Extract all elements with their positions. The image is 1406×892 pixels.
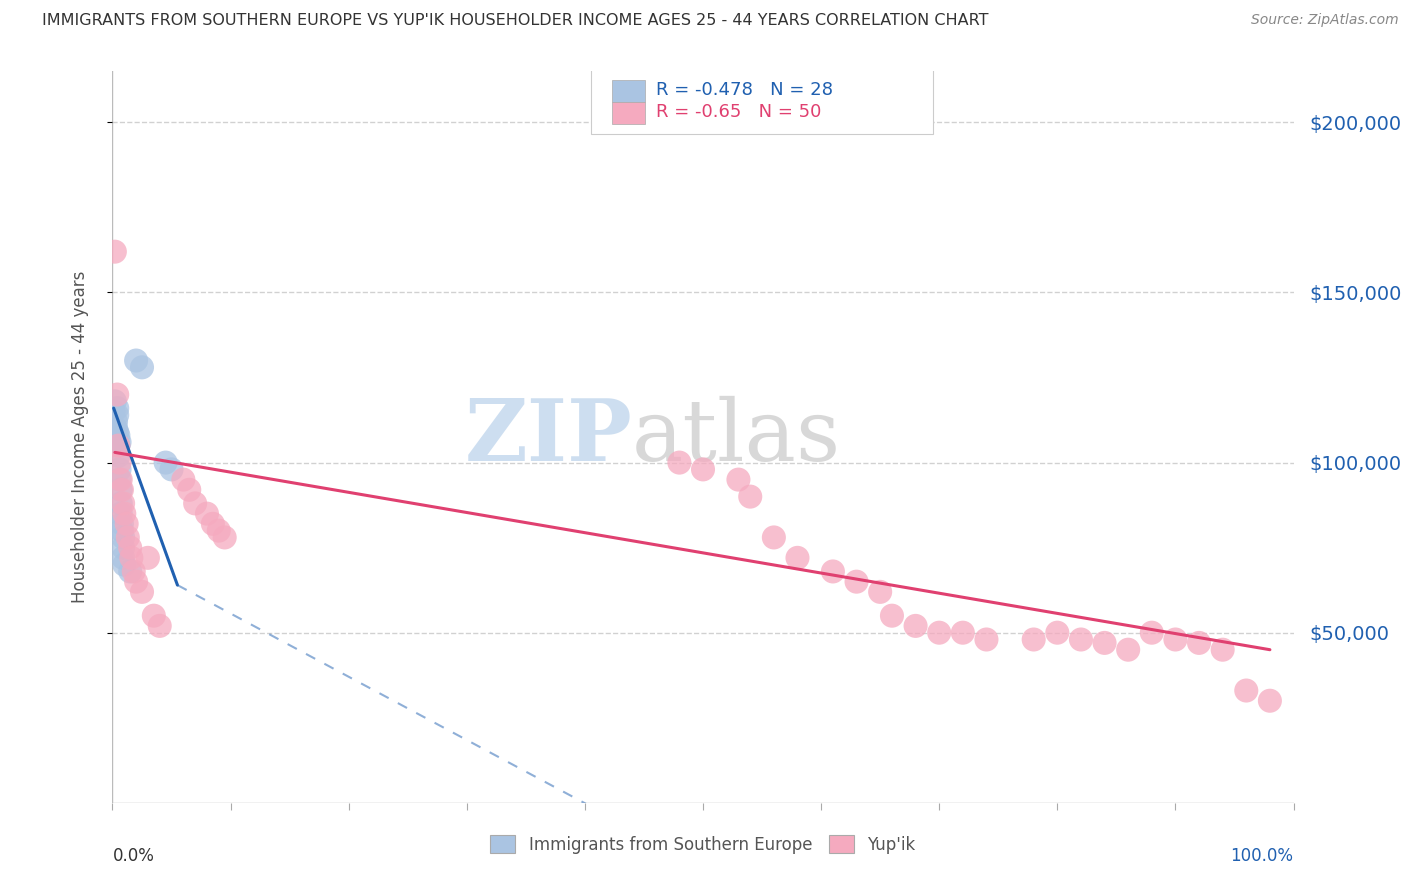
Point	[112, 558, 135, 572]
Point	[105, 421, 128, 435]
Point	[125, 353, 148, 368]
Bar	[612, 80, 645, 102]
Text: R = -0.65   N = 50: R = -0.65 N = 50	[655, 103, 821, 120]
Point	[131, 360, 153, 375]
Point	[111, 524, 134, 538]
Y-axis label: Householder Income Ages 25 - 44 years: Householder Income Ages 25 - 44 years	[70, 271, 89, 603]
Point	[111, 516, 134, 531]
Point	[762, 531, 785, 545]
Point	[928, 625, 950, 640]
Point	[112, 550, 135, 565]
Point	[1188, 636, 1211, 650]
Point	[214, 531, 236, 545]
Point	[108, 435, 131, 450]
Point	[201, 516, 224, 531]
Point	[1022, 632, 1045, 647]
Point	[105, 408, 128, 422]
Point	[107, 449, 129, 463]
Point	[149, 619, 172, 633]
Point	[208, 524, 231, 538]
Point	[952, 625, 974, 640]
Point	[115, 516, 138, 531]
Point	[104, 394, 127, 409]
FancyBboxPatch shape	[591, 64, 934, 134]
Point	[821, 565, 844, 579]
Point	[845, 574, 868, 589]
Point	[1094, 636, 1116, 650]
Point	[904, 619, 927, 633]
Point	[786, 550, 808, 565]
Text: R = -0.478   N = 28: R = -0.478 N = 28	[655, 80, 832, 99]
Point	[1258, 694, 1281, 708]
Point	[880, 608, 903, 623]
Text: 100.0%: 100.0%	[1230, 847, 1294, 864]
Point	[112, 541, 135, 555]
Text: IMMIGRANTS FROM SOUTHERN EUROPE VS YUP'IK HOUSEHOLDER INCOME AGES 25 - 44 YEARS : IMMIGRANTS FROM SOUTHERN EUROPE VS YUP'I…	[42, 13, 988, 29]
Point	[125, 574, 148, 589]
Point	[107, 439, 129, 453]
Point	[136, 550, 159, 565]
Point	[107, 439, 129, 453]
Text: 0.0%: 0.0%	[112, 847, 155, 864]
Point	[112, 507, 135, 521]
Point	[869, 585, 891, 599]
Point	[105, 401, 128, 416]
Legend: Immigrants from Southern Europe, Yup'ik: Immigrants from Southern Europe, Yup'ik	[484, 829, 922, 860]
Point	[1046, 625, 1069, 640]
Point	[668, 456, 690, 470]
Point	[112, 531, 135, 545]
Point	[142, 608, 165, 623]
Point	[727, 473, 749, 487]
Point	[120, 565, 142, 579]
Point	[692, 462, 714, 476]
Point	[105, 387, 128, 401]
Point	[110, 496, 132, 510]
Point	[104, 428, 127, 442]
Point	[117, 531, 139, 545]
Point	[108, 473, 131, 487]
Point	[172, 473, 194, 487]
Bar	[612, 102, 645, 124]
Point	[120, 541, 142, 555]
Point	[131, 585, 153, 599]
Point	[155, 456, 177, 470]
Point	[1070, 632, 1092, 647]
Text: Source: ZipAtlas.com: Source: ZipAtlas.com	[1251, 13, 1399, 28]
Point	[112, 496, 135, 510]
Point	[184, 496, 207, 510]
Point	[122, 565, 145, 579]
Point	[1164, 632, 1187, 647]
Point	[1234, 683, 1257, 698]
Point	[1140, 625, 1163, 640]
Point	[110, 473, 132, 487]
Point	[107, 428, 129, 442]
Point	[111, 483, 134, 497]
Text: ZIP: ZIP	[464, 395, 633, 479]
Point	[103, 404, 125, 418]
Point	[195, 507, 218, 521]
Point	[110, 483, 132, 497]
Point	[105, 425, 128, 439]
Point	[108, 456, 131, 470]
Point	[108, 462, 131, 476]
Point	[740, 490, 762, 504]
Point	[110, 507, 132, 521]
Point	[1212, 642, 1234, 657]
Point	[179, 483, 201, 497]
Point	[120, 550, 142, 565]
Point	[104, 244, 127, 259]
Point	[1116, 642, 1139, 657]
Point	[105, 415, 128, 429]
Text: atlas: atlas	[633, 395, 841, 479]
Point	[160, 462, 183, 476]
Point	[976, 632, 998, 647]
